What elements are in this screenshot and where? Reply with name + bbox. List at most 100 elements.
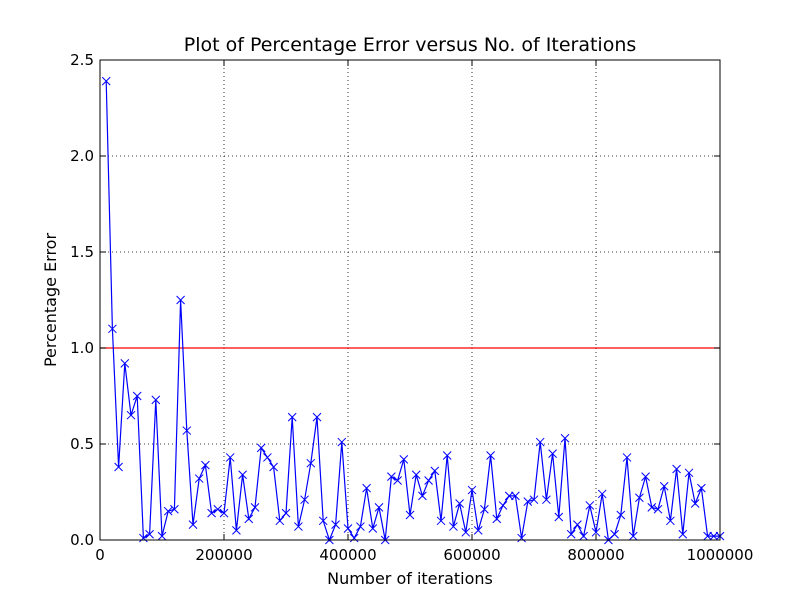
data-point <box>554 512 564 522</box>
data-point <box>697 483 706 493</box>
data-point <box>653 504 663 514</box>
data-point <box>213 504 223 514</box>
data-point <box>337 437 347 447</box>
data-point <box>641 472 650 481</box>
y-axis-label: Percentage Error <box>41 233 60 368</box>
data-point <box>207 508 216 518</box>
data-point <box>331 520 340 529</box>
chart-title: Plot of Percentage Error versus No. of I… <box>184 34 637 56</box>
x-tick-label: 200000 <box>195 546 252 564</box>
x-tick-label: 600000 <box>443 546 500 564</box>
x-tick-label: 400000 <box>319 546 376 564</box>
data-point <box>449 522 458 531</box>
x-tick-label: 0 <box>95 546 105 564</box>
data-point <box>170 504 179 514</box>
data-point <box>225 453 235 462</box>
series-line <box>105 81 720 542</box>
data-point <box>263 453 272 462</box>
data-point <box>318 516 328 526</box>
data-point <box>542 495 551 505</box>
x-tick-label: 1000000 <box>687 546 754 564</box>
data-point <box>684 468 694 478</box>
data-point <box>145 529 154 539</box>
plot-frame <box>99 59 721 541</box>
data-point <box>579 531 588 541</box>
data-point <box>703 531 712 541</box>
data-point <box>647 503 657 512</box>
data-point <box>529 495 539 505</box>
data-point <box>548 449 557 458</box>
y-tick-label: 1.5 <box>70 243 94 261</box>
x-axis-label: Number of iterations <box>327 569 493 588</box>
axis-ticks: 0 200000 400000 600000 800000 1000000 0.0 0.5 1.… <box>70 51 753 564</box>
data-point <box>399 455 409 464</box>
data-point <box>560 433 570 443</box>
data-point <box>238 470 247 480</box>
data-point <box>126 410 136 420</box>
data-point <box>411 470 421 480</box>
data-point <box>610 529 619 539</box>
y-tick-label: 2.5 <box>70 51 94 69</box>
data-point <box>430 466 440 476</box>
data-point <box>232 526 241 535</box>
data-point <box>250 503 260 512</box>
data-point <box>157 531 167 541</box>
data-point <box>591 527 601 537</box>
data-point <box>387 472 396 481</box>
data-point <box>442 451 452 460</box>
data-point <box>294 522 303 531</box>
data-point <box>597 489 607 499</box>
data-point <box>566 529 576 539</box>
data-point <box>622 453 632 462</box>
data-point <box>108 324 117 334</box>
data-point <box>349 533 359 543</box>
data-point <box>418 491 427 501</box>
data-point <box>201 460 210 470</box>
data-point <box>244 514 254 524</box>
data-point <box>424 476 433 485</box>
data-point <box>461 527 471 537</box>
data-point <box>114 462 123 472</box>
data-point <box>219 508 229 518</box>
data-point <box>535 437 545 447</box>
data-point <box>312 412 322 422</box>
data-point <box>120 359 130 368</box>
data-point <box>585 501 595 510</box>
data-point <box>281 508 291 518</box>
data-point <box>517 533 526 543</box>
data-point <box>511 491 520 501</box>
data-point <box>393 476 402 485</box>
data-point <box>194 474 204 483</box>
data-point <box>362 483 371 493</box>
data-point <box>672 464 681 474</box>
y-tick-label: 1.0 <box>70 339 94 357</box>
data-point <box>635 493 644 503</box>
data-point <box>343 524 353 533</box>
data-point <box>678 529 688 539</box>
data-point <box>523 497 533 506</box>
data-point <box>374 503 384 512</box>
data-point <box>287 412 297 422</box>
data-point <box>188 520 198 529</box>
data-point <box>666 516 675 526</box>
data-point <box>504 491 514 501</box>
data-point <box>473 526 483 535</box>
data-point <box>405 510 415 520</box>
data-point <box>139 533 148 543</box>
data-point <box>628 531 638 541</box>
data-point <box>176 295 185 305</box>
data-point <box>616 510 626 520</box>
data-point <box>709 531 719 541</box>
data-point <box>455 499 464 508</box>
y-tick-label: 2.0 <box>70 147 94 165</box>
data-point <box>132 391 142 401</box>
series-markers <box>101 76 725 545</box>
data-point <box>368 524 378 533</box>
data-point <box>690 499 700 508</box>
data-point <box>486 451 495 460</box>
data-point <box>151 395 161 405</box>
data-point <box>436 516 446 526</box>
y-tick-label: 0.0 <box>70 531 94 549</box>
data-point <box>480 504 489 514</box>
